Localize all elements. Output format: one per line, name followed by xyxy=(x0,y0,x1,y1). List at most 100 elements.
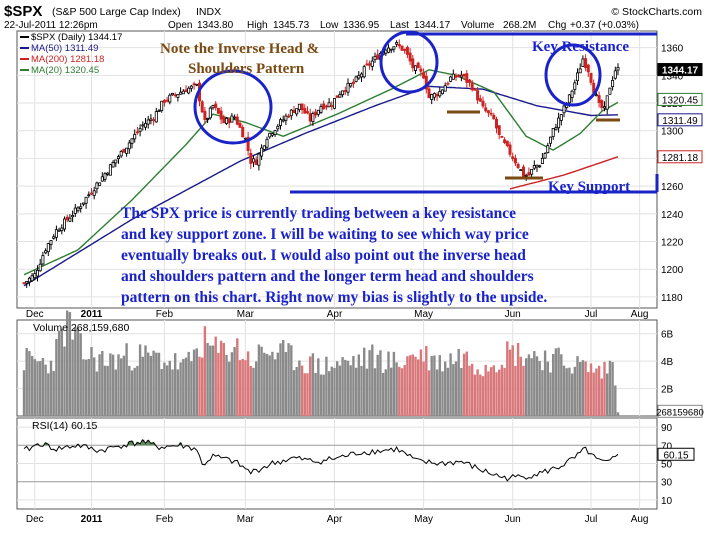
volume-bar xyxy=(387,351,390,416)
candle-body xyxy=(354,76,358,82)
candle-body xyxy=(278,119,282,126)
volume-bar xyxy=(349,365,352,416)
volume-bar xyxy=(444,361,447,416)
volume-bar xyxy=(66,310,69,416)
volume-bar xyxy=(338,365,342,416)
candle-body xyxy=(413,65,417,71)
rsi-overbought-fill xyxy=(36,443,39,446)
candle-body xyxy=(241,127,245,138)
candle-body xyxy=(311,113,315,122)
candle-body xyxy=(68,217,72,222)
candle-body xyxy=(543,153,547,159)
volume-bar xyxy=(438,355,441,416)
volume-bar xyxy=(400,368,404,416)
candle-body xyxy=(305,111,309,114)
volume-bar xyxy=(363,347,366,416)
candle-body xyxy=(481,100,485,107)
candle-body xyxy=(46,243,50,253)
volume-bar xyxy=(560,354,563,416)
candle-body xyxy=(435,94,439,97)
month-tick-label: Feb xyxy=(156,514,174,525)
volume-bar xyxy=(41,358,45,416)
month-tick-label: Jul xyxy=(585,514,598,525)
candle-body xyxy=(214,103,218,109)
candle-body xyxy=(179,91,183,95)
candle-body xyxy=(90,192,94,195)
volume-bar xyxy=(195,348,198,416)
candle-body xyxy=(446,82,450,85)
volume-bar xyxy=(225,354,228,416)
volume-bar xyxy=(352,355,355,416)
month-tick-label: Jul xyxy=(585,309,598,320)
candle-body xyxy=(408,52,412,62)
candle-body xyxy=(122,148,126,153)
legend-entry: MA(200) 1281.18 xyxy=(31,54,104,65)
volume-bar xyxy=(584,361,587,416)
volume-bar xyxy=(333,367,336,416)
brand-label: © StockCharts.com xyxy=(611,6,702,18)
volume-bar xyxy=(60,328,63,416)
volume-bar xyxy=(211,345,215,416)
volume-bar xyxy=(579,362,582,416)
volume-bar xyxy=(182,359,185,416)
volume-bar xyxy=(63,346,66,416)
price-tick-label: 1220 xyxy=(661,238,684,249)
volume-bar xyxy=(411,354,414,416)
candle-body xyxy=(192,83,196,86)
volume-tick-label: 2B xyxy=(661,385,674,396)
candle-body xyxy=(168,94,172,103)
candle-body xyxy=(200,101,204,113)
candle-body xyxy=(219,110,223,120)
candle-body xyxy=(432,93,436,98)
volume-bar xyxy=(430,355,433,416)
candle-body xyxy=(246,136,250,151)
candle-body xyxy=(443,85,447,92)
volume-bar xyxy=(25,348,28,416)
candle-body xyxy=(295,108,299,115)
candle-body xyxy=(108,164,112,176)
commentary-text: The SPX price is currently trading betwe… xyxy=(121,205,547,306)
candle-body xyxy=(557,117,561,129)
candle-body xyxy=(503,139,507,143)
candle-body xyxy=(500,136,504,138)
price-tick-label: 1260 xyxy=(661,182,684,193)
volume-bar xyxy=(276,352,279,416)
volume-bar xyxy=(468,365,471,416)
candle-body xyxy=(57,229,61,232)
candle-body xyxy=(157,110,161,113)
volume-bar xyxy=(117,354,120,416)
volume-bar xyxy=(500,364,504,416)
volume-bar xyxy=(498,369,501,416)
volume-bar xyxy=(184,357,188,416)
ma-line xyxy=(23,85,619,287)
candle-body xyxy=(41,255,45,265)
high-value: 1345.73 xyxy=(273,20,310,31)
chg-label: Chg xyxy=(548,20,566,31)
candle-body xyxy=(600,100,604,109)
candle-body xyxy=(300,103,304,111)
month-tick-label: Aug xyxy=(631,514,649,525)
volume-bar xyxy=(260,346,263,416)
volume-bar xyxy=(508,349,512,416)
month-tick-label: 2011 xyxy=(81,514,103,525)
candle-body xyxy=(54,229,58,238)
candle-body xyxy=(368,63,372,66)
volume-bar xyxy=(427,370,431,416)
volume-bar xyxy=(155,352,158,416)
volume-bar xyxy=(376,354,379,416)
volume-bar xyxy=(109,353,112,416)
volume-bar xyxy=(111,354,115,416)
volume-bar xyxy=(271,351,274,416)
volume-bar xyxy=(174,353,177,416)
index-name: (S&P 500 Large Cap Index) xyxy=(52,6,181,18)
candle-body xyxy=(111,162,115,168)
volume-bar xyxy=(203,326,207,416)
candle-body xyxy=(530,169,534,175)
volume-bar xyxy=(122,355,126,416)
candle-body xyxy=(438,91,442,97)
candle-body xyxy=(419,68,423,72)
volume-bar xyxy=(47,373,50,416)
candle-body xyxy=(103,173,107,180)
volume-bar xyxy=(390,367,393,416)
